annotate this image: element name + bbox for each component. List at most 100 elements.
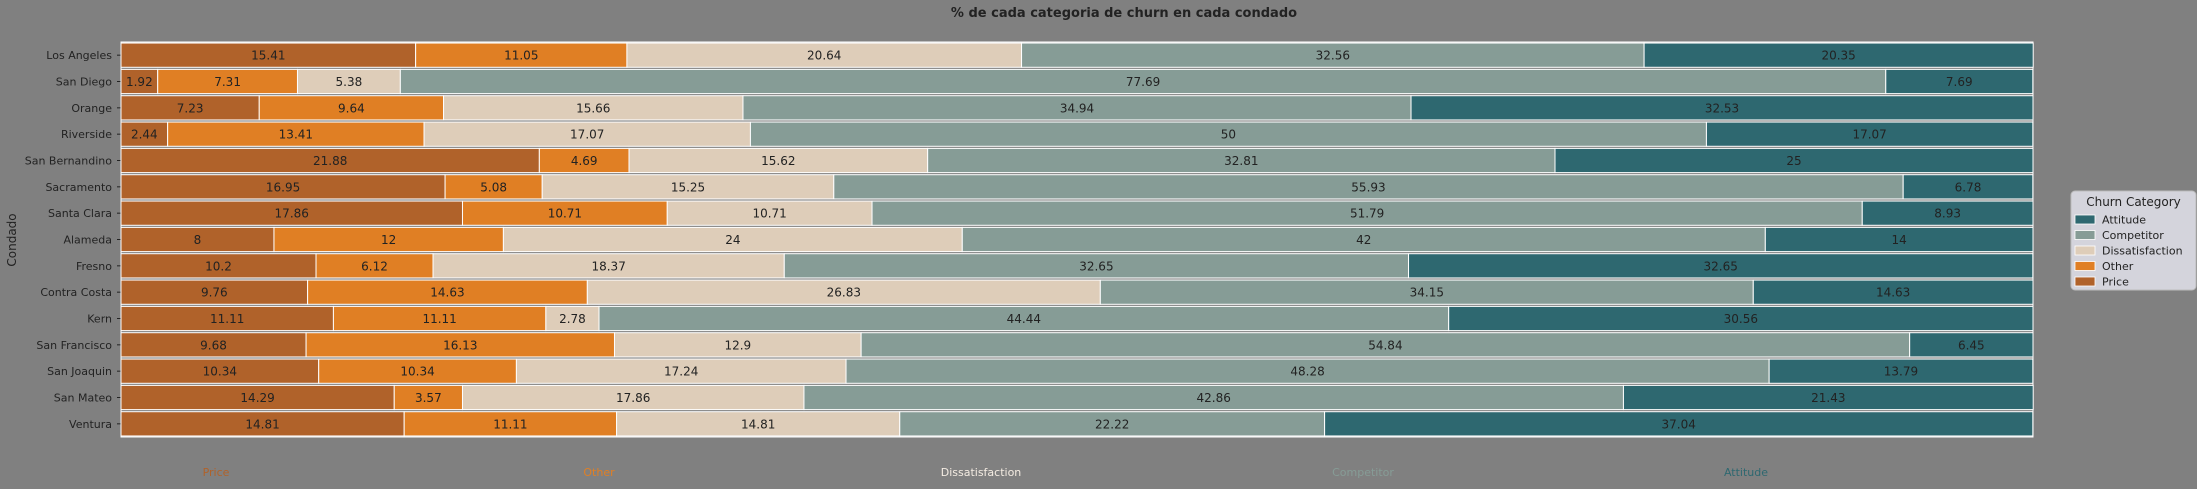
bar-segment: [315, 253, 434, 279]
bar-segment: [613, 332, 862, 358]
bar-segment: [120, 95, 260, 121]
bottom-label: Price: [203, 466, 230, 479]
y-tick-label: Alameda: [63, 234, 112, 247]
data-label: 24: [725, 233, 740, 247]
data-label: 77.69: [1126, 75, 1160, 89]
data-label: 32.65: [1703, 259, 1737, 273]
data-label: 6.78: [1955, 180, 1982, 194]
data-label: 9.68: [200, 338, 227, 352]
data-label: 54.84: [1368, 338, 1402, 352]
bar-segment: [318, 358, 517, 384]
bar-segment: [296, 68, 401, 95]
data-label: 10.71: [548, 207, 582, 221]
data-label: 6.12: [361, 259, 388, 273]
data-label: 42: [1356, 233, 1371, 247]
data-label: 32.65: [1079, 259, 1113, 273]
bar-segment: [1021, 42, 1645, 68]
y-tick-label: San Diego: [56, 76, 112, 89]
data-label: 21.43: [1811, 391, 1845, 405]
data-label: 11.11: [493, 417, 527, 431]
legend-swatch: [2074, 230, 2096, 240]
bar-segment: [1861, 200, 2034, 226]
bar-segment: [586, 279, 1101, 305]
legend-swatch: [2074, 245, 2096, 256]
bar-segment: [120, 279, 309, 305]
bar-segment: [1622, 384, 2034, 411]
data-label: 26.83: [827, 286, 861, 300]
chart-title: % de cada categoria de churn en cada con…: [951, 6, 1297, 21]
data-label: 15.62: [761, 154, 795, 168]
data-label: 55.93: [1351, 180, 1385, 194]
bar-segment: [120, 121, 169, 147]
data-label: 16.13: [443, 338, 477, 352]
data-label: 3.57: [415, 391, 442, 405]
data-label: 14.29: [240, 391, 274, 405]
bar-segment: [167, 121, 425, 147]
data-label: 21.88: [313, 154, 347, 168]
data-label: 48.28: [1290, 365, 1324, 379]
bar-segment: [120, 200, 463, 226]
legend-label: Price: [2102, 276, 2129, 289]
data-label: 17.07: [1852, 128, 1886, 142]
bar-segment: [443, 95, 744, 121]
bar-segment: [538, 147, 630, 174]
data-label: 10.2: [205, 259, 232, 273]
bar-segment: [1410, 95, 2034, 121]
bar-segment: [403, 411, 618, 437]
data-label: 34.94: [1060, 101, 1094, 115]
data-label: 15.41: [251, 49, 285, 63]
bar-segment: [626, 42, 1023, 68]
y-tick-label: Sacramento: [45, 181, 112, 194]
bar-segment: [749, 121, 1707, 147]
data-label: 51.79: [1350, 207, 1384, 221]
bar-segment: [666, 200, 873, 226]
y-tick-label: Orange: [71, 102, 112, 115]
y-tick-label: Los Angeles: [46, 49, 112, 62]
data-label: 17.24: [664, 365, 698, 379]
data-label: 17.86: [616, 391, 650, 405]
bar-segment: [120, 384, 395, 411]
bar-segment: [845, 358, 1770, 384]
y-tick-label: San Francisco: [36, 339, 112, 352]
bottom-label: Other: [583, 466, 615, 479]
data-label: 30.56: [1724, 312, 1758, 326]
plot-area: Los Angeles 15.41 11.05 20.64 32.56 20.35 San …: [25, 41, 2034, 438]
y-axis-label: Condado: [5, 213, 19, 266]
data-label: 7.31: [214, 75, 241, 89]
legend-box: [2070, 190, 2197, 291]
bar-segment: [120, 411, 405, 437]
y-tick-label: Contra Costa: [40, 286, 112, 299]
data-label: 15.25: [671, 180, 705, 194]
bottom-label: Attitude: [1724, 466, 1768, 479]
bar-segment: [1408, 253, 2034, 279]
data-label: 14.81: [245, 417, 279, 431]
y-tick-label: Riverside: [61, 128, 112, 141]
data-label: 37.04: [1662, 417, 1696, 431]
bar-segment: [899, 411, 1326, 437]
bar-segment: [157, 68, 298, 95]
bar-segment: [120, 358, 320, 384]
data-label: 5.08: [480, 180, 507, 194]
bar-segment: [1324, 411, 2034, 437]
y-tick-label: San Joaquin: [47, 365, 112, 378]
data-label: 2.78: [559, 312, 586, 326]
data-label: 11.05: [504, 49, 538, 63]
bar-segment: [1885, 68, 2034, 95]
data-label: 2.44: [131, 128, 158, 142]
bar-segment: [545, 305, 600, 332]
data-label: 15.66: [576, 101, 610, 115]
y-tick-label: Kern: [87, 313, 112, 326]
data-label: 7.69: [1946, 75, 1973, 89]
legend-swatch: [2074, 261, 2096, 271]
bar-segment: [1764, 226, 2034, 253]
y-tick-label: Santa Clara: [48, 207, 112, 220]
data-label: 13.79: [1884, 365, 1918, 379]
data-label: 14.63: [430, 286, 464, 300]
bar-segment: [305, 332, 615, 358]
data-label: 13.41: [279, 128, 313, 142]
legend-label: Other: [2102, 260, 2134, 273]
data-label: 9.76: [201, 286, 228, 300]
bar-segment: [1099, 279, 1754, 305]
data-label: 12: [381, 233, 396, 247]
